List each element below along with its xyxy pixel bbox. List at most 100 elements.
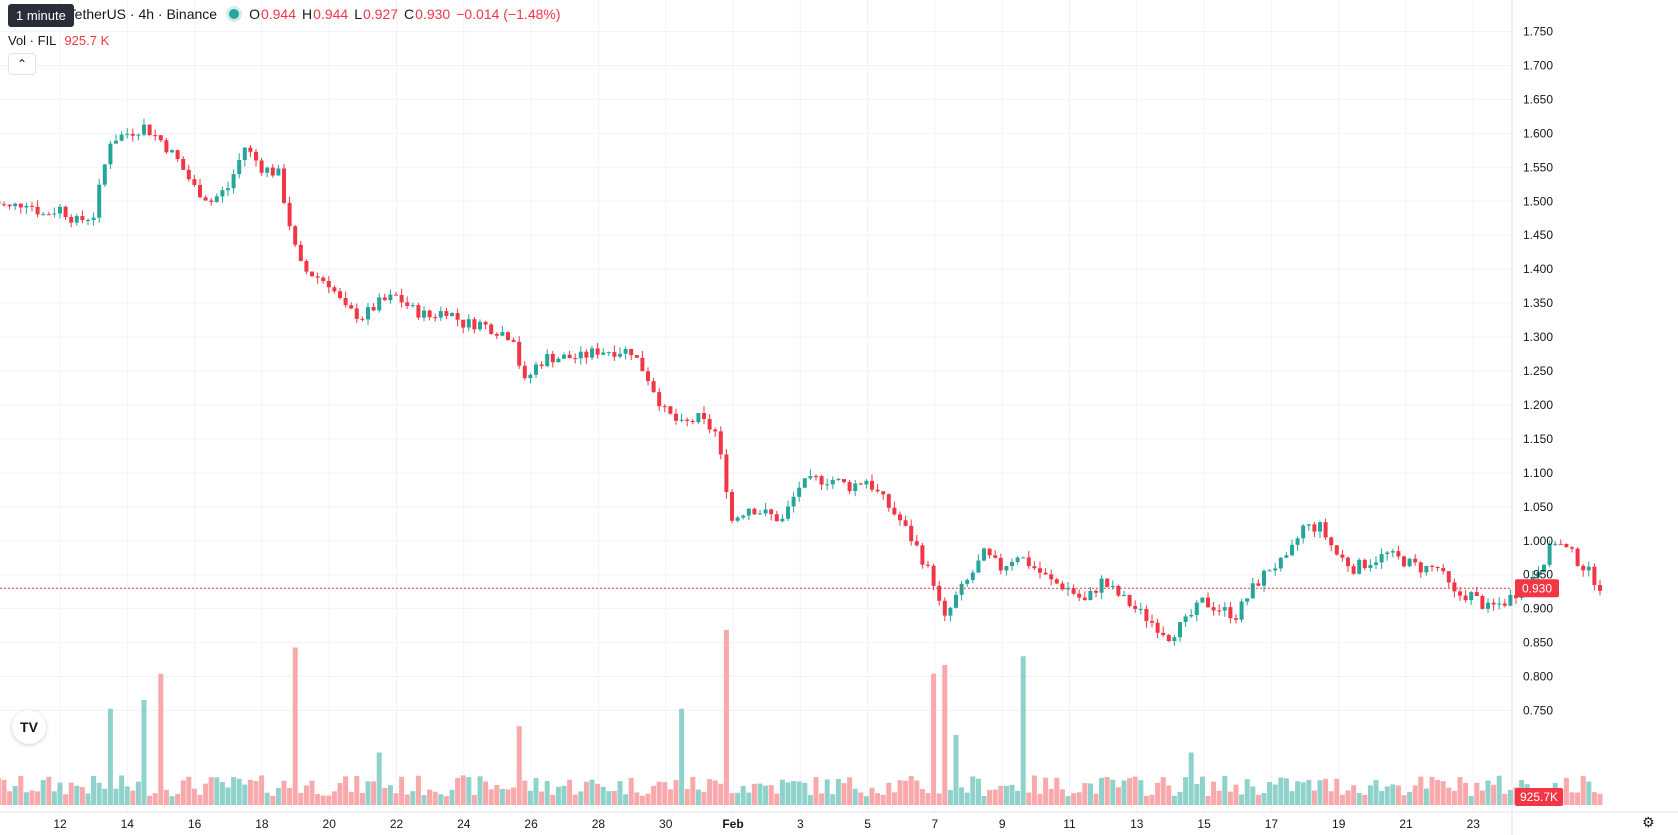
candle-body bbox=[1150, 620, 1154, 623]
volume-bar bbox=[1423, 788, 1429, 805]
volume-bar bbox=[1037, 793, 1043, 805]
price-tick-label: 1.350 bbox=[1523, 296, 1553, 310]
volume-bar bbox=[494, 785, 500, 805]
candle-body bbox=[920, 545, 925, 565]
volume-bar bbox=[959, 787, 965, 805]
volume-bar bbox=[1446, 787, 1452, 805]
volume-bar bbox=[1099, 777, 1105, 805]
candle-body bbox=[500, 332, 505, 336]
candle-body bbox=[214, 196, 219, 202]
volume-bar bbox=[74, 785, 80, 805]
volume-bar bbox=[147, 795, 153, 805]
volume-bar bbox=[247, 779, 253, 805]
price-tick-label: 0.950 bbox=[1523, 568, 1553, 582]
volume-bar bbox=[113, 788, 119, 805]
volume-badge-label: 925.7K bbox=[1520, 790, 1558, 804]
low-value: 0.927 bbox=[362, 6, 399, 22]
candle-body bbox=[780, 518, 785, 522]
volume-bar bbox=[180, 780, 186, 805]
volume-bar bbox=[7, 791, 13, 805]
gear-icon[interactable]: ⚙ bbox=[1642, 814, 1655, 830]
volume-bar bbox=[382, 788, 388, 805]
candle-body bbox=[181, 158, 186, 170]
candle-body bbox=[1234, 618, 1238, 620]
candle-body bbox=[1038, 568, 1042, 573]
volume-bar bbox=[589, 779, 595, 805]
candle-body bbox=[959, 583, 964, 595]
volume-bar bbox=[578, 791, 584, 805]
candle-body bbox=[1250, 583, 1255, 599]
candle-body bbox=[332, 287, 337, 292]
candle-body bbox=[903, 520, 908, 526]
candle-body bbox=[1570, 547, 1574, 549]
volume-bar bbox=[1205, 795, 1211, 805]
candle-body bbox=[91, 217, 96, 220]
price-axis[interactable]: 1.750 1.700 1.650 1.600 1.550 1.500 1.450 1.400… bbox=[1515, 25, 1563, 807]
candle-body bbox=[1424, 565, 1429, 573]
low-label: L bbox=[354, 6, 362, 22]
candle-body bbox=[993, 555, 998, 558]
candle-body bbox=[1295, 538, 1300, 545]
candle-body bbox=[1127, 594, 1132, 606]
volume-bar bbox=[656, 781, 662, 805]
candle-body bbox=[550, 353, 555, 363]
candle-body bbox=[287, 202, 292, 227]
candle-body bbox=[209, 200, 214, 202]
time-tick-label: 9 bbox=[999, 817, 1006, 831]
candle-body bbox=[718, 431, 723, 455]
candle-body bbox=[1110, 585, 1115, 587]
candle-body bbox=[69, 217, 74, 223]
volume-bar bbox=[1283, 778, 1289, 805]
candle-body bbox=[438, 311, 443, 318]
tradingview-logo-icon[interactable]: TV bbox=[12, 710, 46, 744]
candle-body bbox=[836, 479, 841, 481]
last-price-badge bbox=[1515, 579, 1559, 598]
time-tick-label: 14 bbox=[121, 817, 135, 831]
candle-body bbox=[242, 147, 247, 160]
candle-body bbox=[937, 585, 942, 601]
time-tick-label: 20 bbox=[323, 817, 337, 831]
chevron-up-icon[interactable]: ⌃ bbox=[8, 53, 36, 75]
price-tick-label: 1.300 bbox=[1523, 330, 1553, 344]
candle-body bbox=[1318, 522, 1322, 532]
candle-body bbox=[377, 297, 382, 311]
volume-bar bbox=[152, 793, 158, 805]
volume-bar bbox=[376, 752, 382, 805]
candle-body bbox=[556, 358, 561, 363]
candle-body bbox=[175, 150, 180, 159]
volume-bar bbox=[40, 780, 46, 805]
candle-body bbox=[1458, 591, 1462, 596]
candle-body bbox=[696, 413, 701, 423]
volume-bar bbox=[1250, 786, 1256, 805]
candle-body bbox=[1166, 635, 1171, 642]
volume-bar bbox=[718, 783, 724, 805]
volume-bar bbox=[1491, 784, 1497, 805]
volume-bar bbox=[1138, 780, 1144, 805]
volume-bar bbox=[130, 790, 136, 805]
volume-bar bbox=[46, 776, 52, 805]
volume-bar bbox=[1076, 792, 1082, 805]
candle-body bbox=[1161, 632, 1166, 636]
volume-bar bbox=[57, 782, 63, 805]
volume-label[interactable]: Vol · FIL bbox=[8, 33, 57, 48]
candle-body bbox=[713, 429, 718, 432]
volume-bar bbox=[23, 792, 29, 805]
volume-bar bbox=[432, 791, 438, 805]
candle-body bbox=[461, 319, 466, 328]
volume-bar bbox=[1457, 776, 1463, 805]
volume-bar bbox=[393, 793, 399, 805]
candle-body bbox=[730, 492, 734, 521]
time-axis[interactable]: 12 14 16 18 20 22 24 26 28 30 Feb 3 5 7 9 11 13 15 17 19 21 2… bbox=[53, 817, 1480, 831]
volume-bar bbox=[337, 783, 343, 805]
candle-body bbox=[1183, 616, 1188, 623]
volume-bar bbox=[107, 708, 113, 805]
candle-body bbox=[349, 305, 354, 309]
volume-bar bbox=[315, 794, 321, 805]
time-tick-label: Feb bbox=[722, 817, 743, 831]
candle-body bbox=[640, 357, 645, 372]
candle-body bbox=[612, 352, 617, 357]
volume-bar bbox=[141, 700, 147, 805]
volume-bar bbox=[1435, 779, 1441, 805]
candle-body bbox=[797, 487, 802, 497]
